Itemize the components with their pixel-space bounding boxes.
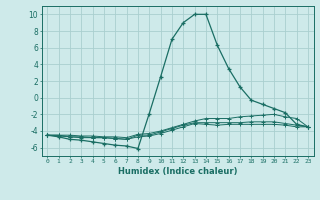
- X-axis label: Humidex (Indice chaleur): Humidex (Indice chaleur): [118, 167, 237, 176]
